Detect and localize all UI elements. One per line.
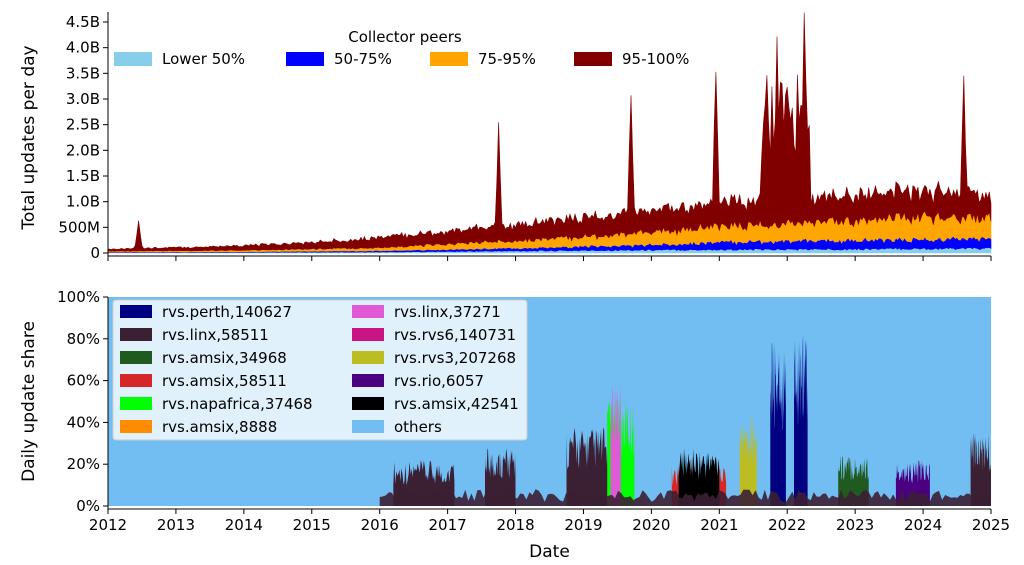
bottom-y-tick-label: 40% bbox=[67, 413, 100, 431]
bottom-x-tick-label: 2015 bbox=[293, 516, 331, 534]
top-y-tick-label: 3.5B bbox=[66, 64, 100, 82]
bottom-y-tick-label: 80% bbox=[67, 330, 100, 348]
bottom-y-tick-label: 100% bbox=[57, 288, 100, 306]
top-y-tick-label: 2.5B bbox=[66, 116, 100, 134]
bottom-legend-swatch bbox=[120, 328, 152, 341]
bottom-legend-label: rvs.amsix,42541 bbox=[394, 395, 519, 413]
bottom-legend-swatch bbox=[352, 420, 384, 433]
bottom-x-tick-label: 2022 bbox=[768, 516, 806, 534]
bottom-x-tick-label: 2017 bbox=[429, 516, 467, 534]
bottom-x-tick-label: 2012 bbox=[89, 516, 127, 534]
bottom-legend-swatch bbox=[120, 351, 152, 364]
top-y-tick-label: 1.5B bbox=[66, 167, 100, 185]
bottom-legend-swatch bbox=[352, 305, 384, 318]
bottom-x-tick-label: 2024 bbox=[904, 516, 942, 534]
bottom-x-tick-label: 2025 bbox=[972, 516, 1010, 534]
area-95-100- bbox=[107, 12, 992, 252]
bottom-x-tick-label: 2023 bbox=[836, 516, 874, 534]
top-legend-swatch bbox=[286, 52, 324, 66]
bottom-legend-label: rvs.perth,140627 bbox=[162, 303, 292, 321]
top-panel: 0 500M 1.0B 1.5B 2.0B 2.5B 3.0B 3.5B 4.0B 4.5B Tot… bbox=[19, 12, 992, 262]
bottom-x-tick-label: 2013 bbox=[157, 516, 195, 534]
bottom-x-axis-title: Date bbox=[529, 542, 570, 562]
top-legend-title: Collector peers bbox=[348, 28, 462, 46]
top-y-tick-label: 500M bbox=[58, 218, 100, 236]
bottom-legend-label: rvs.amsix,8888 bbox=[162, 418, 277, 436]
top-legend-label: 75-95% bbox=[478, 50, 536, 68]
top-y-tick-label: 4.5B bbox=[66, 13, 100, 31]
top-y-tick-label: 4.0B bbox=[66, 39, 100, 57]
top-legend-swatch bbox=[430, 52, 468, 66]
bottom-legend-label: rvs.amsix,34968 bbox=[162, 349, 287, 367]
share-area-baseline bbox=[379, 489, 991, 506]
bottom-panel: 0% 20% 40% 60% 80% 100% 2012 2013 2014 2015 2016 20… bbox=[19, 288, 1010, 562]
bottom-legend-label: rvs.napafrica,37468 bbox=[162, 395, 313, 413]
top-y-tick-label: 0 bbox=[90, 244, 100, 262]
top-legend-swatch bbox=[114, 52, 152, 66]
bottom-legend-box bbox=[112, 299, 528, 441]
top-legend-label: Lower 50% bbox=[162, 50, 245, 68]
bottom-y-tick-label: 20% bbox=[67, 455, 100, 473]
top-y-axis-title: Total updates per day bbox=[19, 45, 39, 230]
bottom-x-tick-label: 2020 bbox=[632, 516, 670, 534]
bottom-legend-label: rvs.amsix,58511 bbox=[162, 372, 287, 390]
share-area-rvs-perth-140627 bbox=[794, 332, 808, 506]
top-y-tick-label: 3.0B bbox=[66, 90, 100, 108]
bottom-legend-swatch bbox=[120, 397, 152, 410]
bottom-legend-swatch bbox=[120, 305, 152, 318]
share-area-rvs-amsix-42541 bbox=[678, 448, 720, 506]
bottom-legend-label: rvs.rvs3,207268 bbox=[394, 349, 516, 367]
bottom-legend-swatch bbox=[120, 420, 152, 433]
bottom-legend-swatch bbox=[352, 397, 384, 410]
bottom-legend-label: rvs.linx,58511 bbox=[162, 326, 269, 344]
bottom-legend-label: others bbox=[394, 418, 442, 436]
bottom-legend-label: rvs.rio,6057 bbox=[394, 372, 484, 390]
share-area-rvs-perth-140627 bbox=[770, 342, 786, 506]
bottom-legend-label: rvs.linx,37271 bbox=[394, 303, 501, 321]
share-area-rvs-rvs3-207268 bbox=[739, 414, 757, 506]
share-area-rvs-linx-58511 bbox=[566, 426, 611, 506]
bottom-x-tick-label: 2014 bbox=[225, 516, 263, 534]
share-area-rvs-amsix-34968 bbox=[838, 455, 869, 506]
top-legend-label: 95-100% bbox=[622, 50, 689, 68]
bottom-legend-swatch bbox=[352, 351, 384, 364]
bottom-legend-swatch bbox=[120, 374, 152, 387]
bottom-y-axis-title: Daily update share bbox=[19, 321, 39, 482]
top-y-tick-label: 2.0B bbox=[66, 141, 100, 159]
bottom-legend-label: rvs.rvs6,140731 bbox=[394, 326, 516, 344]
bottom-x-tick-label: 2019 bbox=[564, 516, 602, 534]
bottom-x-tick-label: 2021 bbox=[700, 516, 738, 534]
bottom-legend-swatch bbox=[352, 328, 384, 341]
bottom-x-tick-label: 2018 bbox=[496, 516, 534, 534]
bottom-legend-swatch bbox=[352, 374, 384, 387]
top-legend-swatch bbox=[574, 52, 612, 66]
top-y-tick-label: 1.0B bbox=[66, 193, 100, 211]
bottom-x-tick-label: 2016 bbox=[361, 516, 399, 534]
share-area-rvs-linx-37271 bbox=[610, 375, 621, 506]
bottom-y-tick-label: 60% bbox=[67, 372, 100, 390]
bottom-y-tick-label: 0% bbox=[76, 497, 100, 515]
share-area-rvs-linx-58511 bbox=[970, 433, 991, 506]
top-legend-label: 50-75% bbox=[334, 50, 392, 68]
